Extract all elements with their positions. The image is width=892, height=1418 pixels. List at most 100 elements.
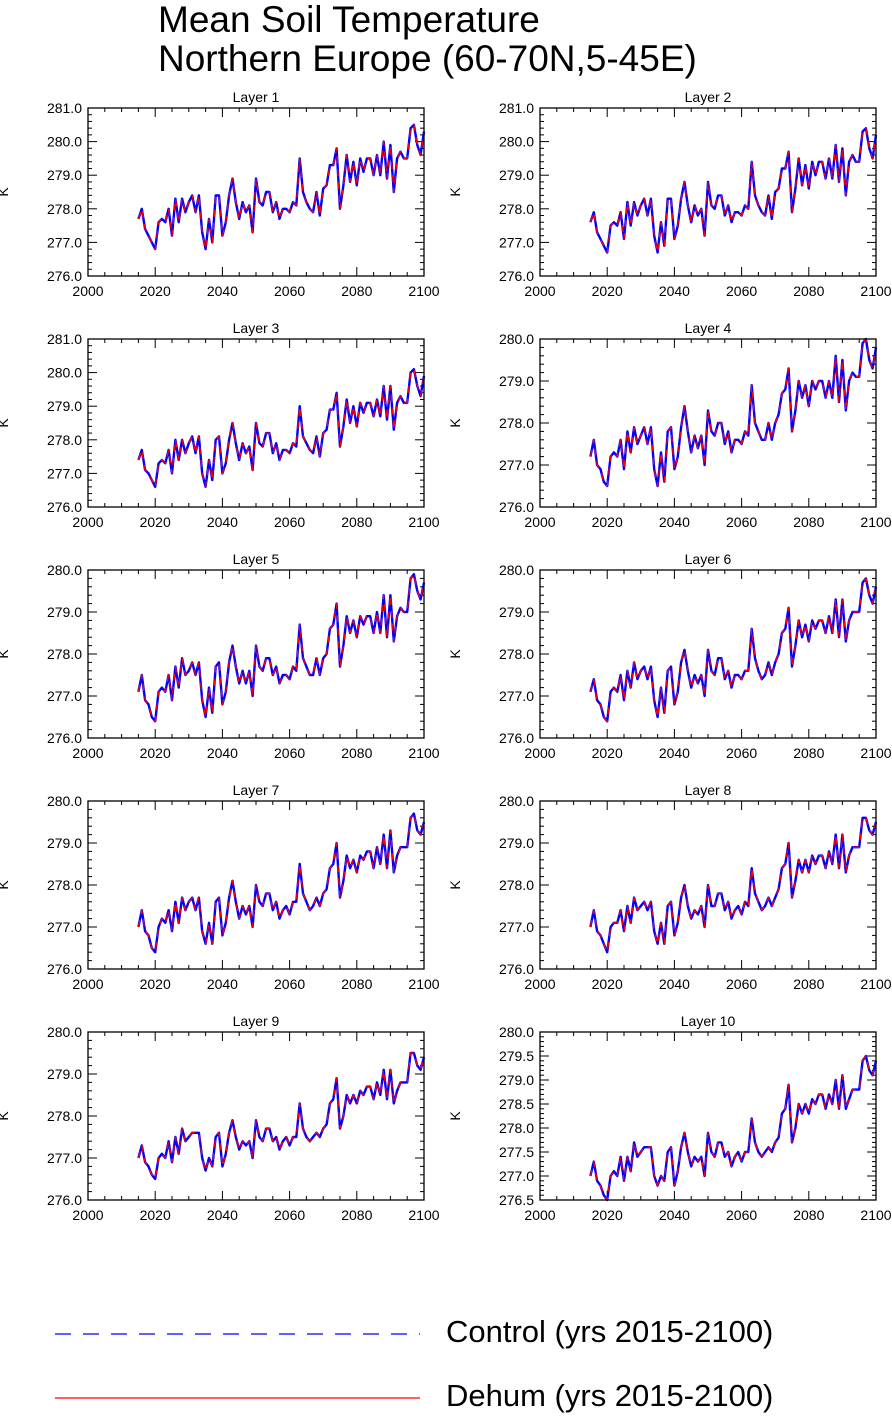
x-tick-label: 2000 [72, 514, 103, 530]
panel-title: Layer 8 [685, 782, 732, 798]
x-tick-label: 2000 [524, 1207, 555, 1223]
panel-title: Layer 1 [233, 89, 280, 105]
y-tick-label: 280.0 [499, 134, 534, 150]
x-tick-label: 2040 [207, 514, 238, 530]
x-tick-label: 2100 [860, 1207, 891, 1223]
y-tick-label: 277.0 [47, 465, 82, 481]
x-tick-label: 2060 [726, 1207, 757, 1223]
y-tick-label: 281.0 [47, 100, 82, 116]
x-tick-label: 2000 [72, 745, 103, 761]
y-tick-label: 276.0 [47, 1192, 82, 1208]
x-tick-label: 2080 [793, 745, 824, 761]
y-tick-label: 279.0 [47, 167, 82, 183]
panel-layer-9: Layer 9 K 2000 2020 2040 2060 2080 2100 276.0 277… [0, 1013, 440, 1223]
x-tick-label: 2100 [408, 745, 439, 761]
y-axis-label: K [447, 880, 463, 890]
y-tick-label: 278.0 [47, 201, 82, 217]
legend: Control (yrs 2015-2100) Dehum (yrs 2015-… [0, 1300, 892, 1418]
panel-layer-2: Layer 2 K 2000 2020 2040 2060 2080 2100 276.0 277… [447, 89, 892, 299]
x-tick-label: 2100 [408, 514, 439, 530]
x-tick-label: 2080 [341, 1207, 372, 1223]
series-line-dehum [137, 573, 425, 722]
x-tick-label: 2080 [793, 283, 824, 299]
y-axis-label: K [447, 1111, 463, 1121]
y-tick-label: 277.0 [47, 1150, 82, 1166]
panel-layer-3: Layer 3 K 2000 2020 2040 2060 2080 2100 276.0 277… [0, 320, 440, 530]
y-tick-label: 279.0 [499, 167, 534, 183]
series-line-dehum [589, 817, 877, 953]
x-tick-label: 2040 [207, 283, 238, 299]
y-tick-label: 280.0 [499, 793, 534, 809]
y-tick-label: 280.0 [47, 793, 82, 809]
y-axis-label: K [447, 187, 463, 197]
y-tick-label: 277.0 [499, 919, 534, 935]
series-line-control [589, 337, 878, 488]
y-axis-label: K [0, 880, 11, 890]
y-tick-label: 276.5 [499, 1192, 534, 1208]
panel-title: Layer 2 [685, 89, 732, 105]
x-tick-label: 2020 [140, 1207, 171, 1223]
y-tick-label: 276.0 [47, 730, 82, 746]
x-tick-label: 2000 [524, 745, 555, 761]
series-line-dehum [137, 124, 425, 250]
x-tick-label: 2100 [860, 745, 891, 761]
x-tick-label: 2060 [726, 283, 757, 299]
title-line-1: Mean Soil Temperature [158, 0, 540, 40]
x-tick-label: 2020 [140, 283, 171, 299]
x-tick-label: 2000 [72, 976, 103, 992]
y-tick-label: 277.0 [499, 1168, 534, 1184]
x-tick-label: 2000 [524, 283, 555, 299]
y-tick-label: 278.0 [499, 646, 534, 662]
y-axis-label: K [0, 418, 11, 428]
y-tick-label: 279.0 [47, 1066, 82, 1082]
series-line-control [137, 368, 426, 488]
panel-title: Layer 3 [233, 320, 280, 336]
y-tick-label: 278.0 [499, 201, 534, 217]
x-tick-label: 2080 [793, 976, 824, 992]
x-tick-label: 2080 [341, 745, 372, 761]
y-tick-label: 277.0 [499, 457, 534, 473]
series-line-dehum [137, 368, 425, 488]
series-line-dehum [589, 1055, 877, 1201]
plot-frame [539, 338, 877, 508]
series-line-control [137, 123, 426, 251]
x-tick-label: 2020 [592, 283, 623, 299]
y-tick-label: 281.0 [499, 100, 534, 116]
x-tick-label: 2060 [274, 976, 305, 992]
plot-frame [539, 107, 877, 277]
x-tick-label: 2060 [726, 745, 757, 761]
plot-frame [87, 338, 425, 508]
y-tick-label: 279.0 [499, 604, 534, 620]
x-tick-label: 2100 [860, 283, 891, 299]
x-tick-label: 2060 [726, 514, 757, 530]
legend-swatches [55, 1333, 420, 1399]
panel-layer-5: Layer 5 K 2000 2020 2040 2060 2080 2100 276.0 277… [0, 551, 440, 761]
x-tick-label: 2080 [341, 514, 372, 530]
panel-title: Layer 9 [233, 1013, 280, 1029]
title-line-2: Northern Europe (60-70N,5-45E) [158, 38, 697, 79]
y-tick-label: 278.0 [47, 646, 82, 662]
y-tick-label: 276.0 [47, 268, 82, 284]
plot-frame [87, 1031, 425, 1201]
y-tick-label: 280.0 [47, 1024, 82, 1040]
series-line-dehum [589, 577, 877, 722]
y-tick-label: 277.0 [47, 234, 82, 250]
y-tick-label: 280.0 [47, 134, 82, 150]
panel-layer-10: Layer 10 K 2000 2020 2040 2060 2080 2100 276.5 27… [447, 1013, 892, 1223]
series-line-control [137, 573, 426, 723]
y-tick-label: 278.0 [499, 415, 534, 431]
x-tick-label: 2000 [72, 283, 103, 299]
panel-layer-6: Layer 6 K 2000 2020 2040 2060 2080 2100 276.0 277… [447, 551, 892, 761]
series-line-dehum [137, 1052, 425, 1180]
series-line-dehum [589, 127, 877, 254]
x-tick-label: 2020 [592, 745, 623, 761]
x-tick-label: 2060 [274, 514, 305, 530]
legend-label-dehum: Dehum (yrs 2015-2100) [446, 1378, 774, 1413]
y-tick-label: 277.0 [47, 688, 82, 704]
y-tick-label: 280.0 [499, 331, 534, 347]
y-tick-label: 276.0 [47, 499, 82, 515]
y-tick-label: 281.0 [47, 331, 82, 347]
y-tick-label: 280.0 [499, 1024, 534, 1040]
x-tick-label: 2080 [793, 1207, 824, 1223]
y-tick-label: 278.0 [499, 1120, 534, 1136]
